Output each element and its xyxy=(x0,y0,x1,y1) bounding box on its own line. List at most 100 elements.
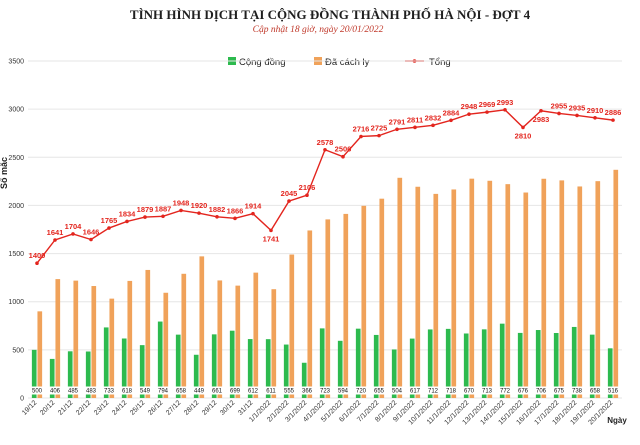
bar-da-cach-ly xyxy=(55,279,61,398)
bar-cong-dong xyxy=(121,338,127,398)
cong-dong-value-label: 516 xyxy=(608,389,619,395)
tong-point xyxy=(323,147,327,152)
cong-dong-label-bg xyxy=(173,386,189,395)
bar-cong-dong xyxy=(103,327,109,398)
cong-dong-value-label: 594 xyxy=(338,389,349,395)
tong-value-label: 2725 xyxy=(371,124,388,133)
cong-dong-value-label: 670 xyxy=(464,389,475,395)
bar-cong-dong xyxy=(211,334,217,398)
cong-dong-value-label: 738 xyxy=(572,389,583,395)
cong-dong-label-bg xyxy=(137,386,153,395)
cong-dong-value-label: 658 xyxy=(176,389,187,395)
tong-value-label: 2810 xyxy=(515,131,532,140)
cong-dong-value-label: 655 xyxy=(374,389,385,395)
x-tick-label: 25/12 xyxy=(129,399,146,416)
cong-dong-value-label: 366 xyxy=(302,389,313,395)
tong-value-label: 1948 xyxy=(173,198,190,207)
tong-point xyxy=(341,154,345,159)
x-tick-label: 22/12 xyxy=(75,399,92,416)
chart-title: TÌNH HÌNH DỊCH TẠI CỘNG ĐỒNG THÀNH PHỐ H… xyxy=(130,7,531,22)
legend: Cộng đồng Đã cách ly Tổng xyxy=(228,57,451,68)
tong-value-label: 1741 xyxy=(263,234,280,243)
bar-cong-dong xyxy=(517,332,523,398)
tong-value-label: 1866 xyxy=(227,206,244,215)
cong-dong-label-bg xyxy=(65,386,81,395)
bar-da-cach-ly xyxy=(109,298,115,398)
bar-cong-dong xyxy=(337,340,343,398)
legend-label-cong-dong: Cộng đồng xyxy=(239,57,285,68)
tong-point xyxy=(143,215,147,219)
cong-dong-label-bg xyxy=(29,386,45,395)
tong-value-label: 1882 xyxy=(209,205,226,214)
tong-value-label: 2935 xyxy=(569,103,586,112)
y-tick-label: 500 xyxy=(12,347,24,354)
tong-point xyxy=(503,108,507,112)
y-tick-label: 3500 xyxy=(8,59,24,66)
cong-dong-value-label: 555 xyxy=(284,389,295,395)
tong-value-label: 2578 xyxy=(317,138,334,147)
tong-point xyxy=(431,123,435,128)
tong-point xyxy=(215,214,219,219)
x-tick-label: 23/12 xyxy=(93,399,110,416)
bar-cong-dong xyxy=(373,334,379,398)
bar-da-cach-ly xyxy=(199,256,205,398)
tong-value-label: 1920 xyxy=(191,201,208,210)
cong-dong-value-label: 718 xyxy=(446,389,457,395)
tong-value-label: 2791 xyxy=(389,117,406,126)
bar-cong-dong xyxy=(499,323,505,398)
total-line xyxy=(35,108,615,266)
cong-dong-value-label: 772 xyxy=(500,389,511,395)
tong-value-label: 1765 xyxy=(101,216,118,225)
cong-dong-value-label: 658 xyxy=(590,389,601,395)
cong-dong-label-bg xyxy=(425,386,441,395)
tong-value-label: 1914 xyxy=(245,202,263,211)
cong-dong-value-label: 661 xyxy=(212,389,223,395)
y-tick-label: 1500 xyxy=(8,251,24,258)
x-axis: 19/12 20/12 21/12 22/12 23/12 24/12 25/12 26/12… xyxy=(21,399,614,426)
tong-value-label: 1400 xyxy=(29,251,46,260)
bar-cong-dong xyxy=(535,330,541,398)
gridlines xyxy=(28,60,622,399)
tong-value-label: 2983 xyxy=(533,115,550,124)
tong-point xyxy=(89,237,93,242)
cong-dong-label-bg xyxy=(101,386,117,395)
tong-point xyxy=(53,238,57,242)
tong-value-label: 1834 xyxy=(119,209,137,218)
bars xyxy=(31,169,619,398)
cong-dong-label-bg xyxy=(407,386,423,395)
bar-cong-dong xyxy=(571,326,577,398)
cong-dong-label-bg xyxy=(497,386,513,395)
tong-value-label: 2969 xyxy=(479,100,496,109)
bar-da-cach-ly xyxy=(613,169,619,398)
tong-value-label: 2716 xyxy=(353,124,370,133)
bar-cong-dong xyxy=(355,328,361,398)
cong-dong-value-label: 449 xyxy=(194,389,205,395)
bar-da-cach-ly xyxy=(595,181,601,398)
tong-value-label: 1641 xyxy=(47,228,64,237)
bar-da-cach-ly xyxy=(73,280,79,398)
tong-point xyxy=(71,232,75,236)
tong-value-label: 1887 xyxy=(155,204,172,213)
bar-da-cach-ly xyxy=(91,286,97,398)
tong-value-label: 2106 xyxy=(299,183,316,192)
cong-dong-label-bg xyxy=(191,386,207,395)
tong-point xyxy=(413,125,417,130)
tong-point xyxy=(593,116,597,120)
bar-da-cach-ly xyxy=(235,285,241,398)
bar-da-cach-ly xyxy=(469,178,475,398)
cong-dong-value-label: 618 xyxy=(122,389,133,395)
cong-dong-label-bg xyxy=(245,386,261,395)
bar-cong-dong xyxy=(175,334,181,398)
bar-da-cach-ly xyxy=(505,184,511,398)
bar-cong-dong xyxy=(31,349,37,398)
bar-cong-dong xyxy=(247,339,253,398)
x-tick-label: 27/12 xyxy=(165,399,182,416)
bar-cong-dong xyxy=(283,344,289,398)
bar-da-cach-ly xyxy=(253,272,259,398)
bar-cong-dong xyxy=(463,333,469,398)
tong-value-label: 1646 xyxy=(83,228,100,237)
bar-da-cach-ly xyxy=(577,186,583,398)
bar-cong-dong xyxy=(409,338,415,398)
y-tick-label: 2500 xyxy=(8,155,24,162)
cong-dong-value-label: 500 xyxy=(32,389,43,395)
